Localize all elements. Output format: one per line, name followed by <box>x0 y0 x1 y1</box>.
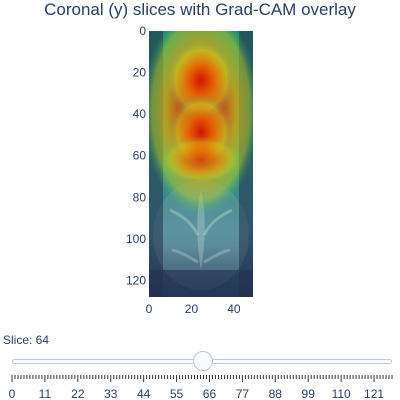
slider-tick-label: 44 <box>137 387 151 400</box>
y-tick-label: 100 <box>126 232 146 246</box>
mri-slice-image <box>149 31 253 297</box>
slider-tick-label: 55 <box>170 387 184 400</box>
x-tick-label: 0 <box>146 302 153 316</box>
x-axis: 0 20 40 <box>146 302 241 316</box>
y-tick-label: 60 <box>133 149 147 163</box>
y-tick-label: 120 <box>126 273 146 287</box>
slider-tick-label: 11 <box>39 387 52 400</box>
slider-tick-label: 99 <box>302 387 316 400</box>
y-axis: 0 20 40 60 80 100 120 <box>126 24 146 287</box>
slider-tick-label: 77 <box>236 387 250 400</box>
slider-tick-label: 121 <box>364 387 384 400</box>
chart-title: Coronal (y) slices with Grad-CAM overlay <box>44 0 356 19</box>
heatmap-plot[interactable]: 0 20 40 60 80 100 120 0 20 40 <box>0 0 400 330</box>
y-tick-label: 0 <box>139 24 146 38</box>
x-tick-label: 40 <box>227 302 241 316</box>
y-tick-label: 80 <box>133 190 147 204</box>
slider-current-value-label: Slice: 64 <box>3 333 50 347</box>
slider-ticks: 0 11 22 33 44 55 66 77 88 99 110 121 <box>9 375 393 400</box>
y-tick-label: 40 <box>133 107 147 121</box>
slider-grip-handle[interactable] <box>193 351 214 371</box>
x-tick-label: 20 <box>185 302 199 316</box>
slider-tick-label: 33 <box>104 387 118 400</box>
slider-tick-label: 22 <box>71 387 85 400</box>
slider-tick-label: 110 <box>332 387 351 400</box>
slider-tick-label: 66 <box>203 387 217 400</box>
slider-tick-label: 0 <box>9 387 16 400</box>
slider-tick-label: 88 <box>269 387 283 400</box>
y-tick-label: 20 <box>133 66 147 80</box>
